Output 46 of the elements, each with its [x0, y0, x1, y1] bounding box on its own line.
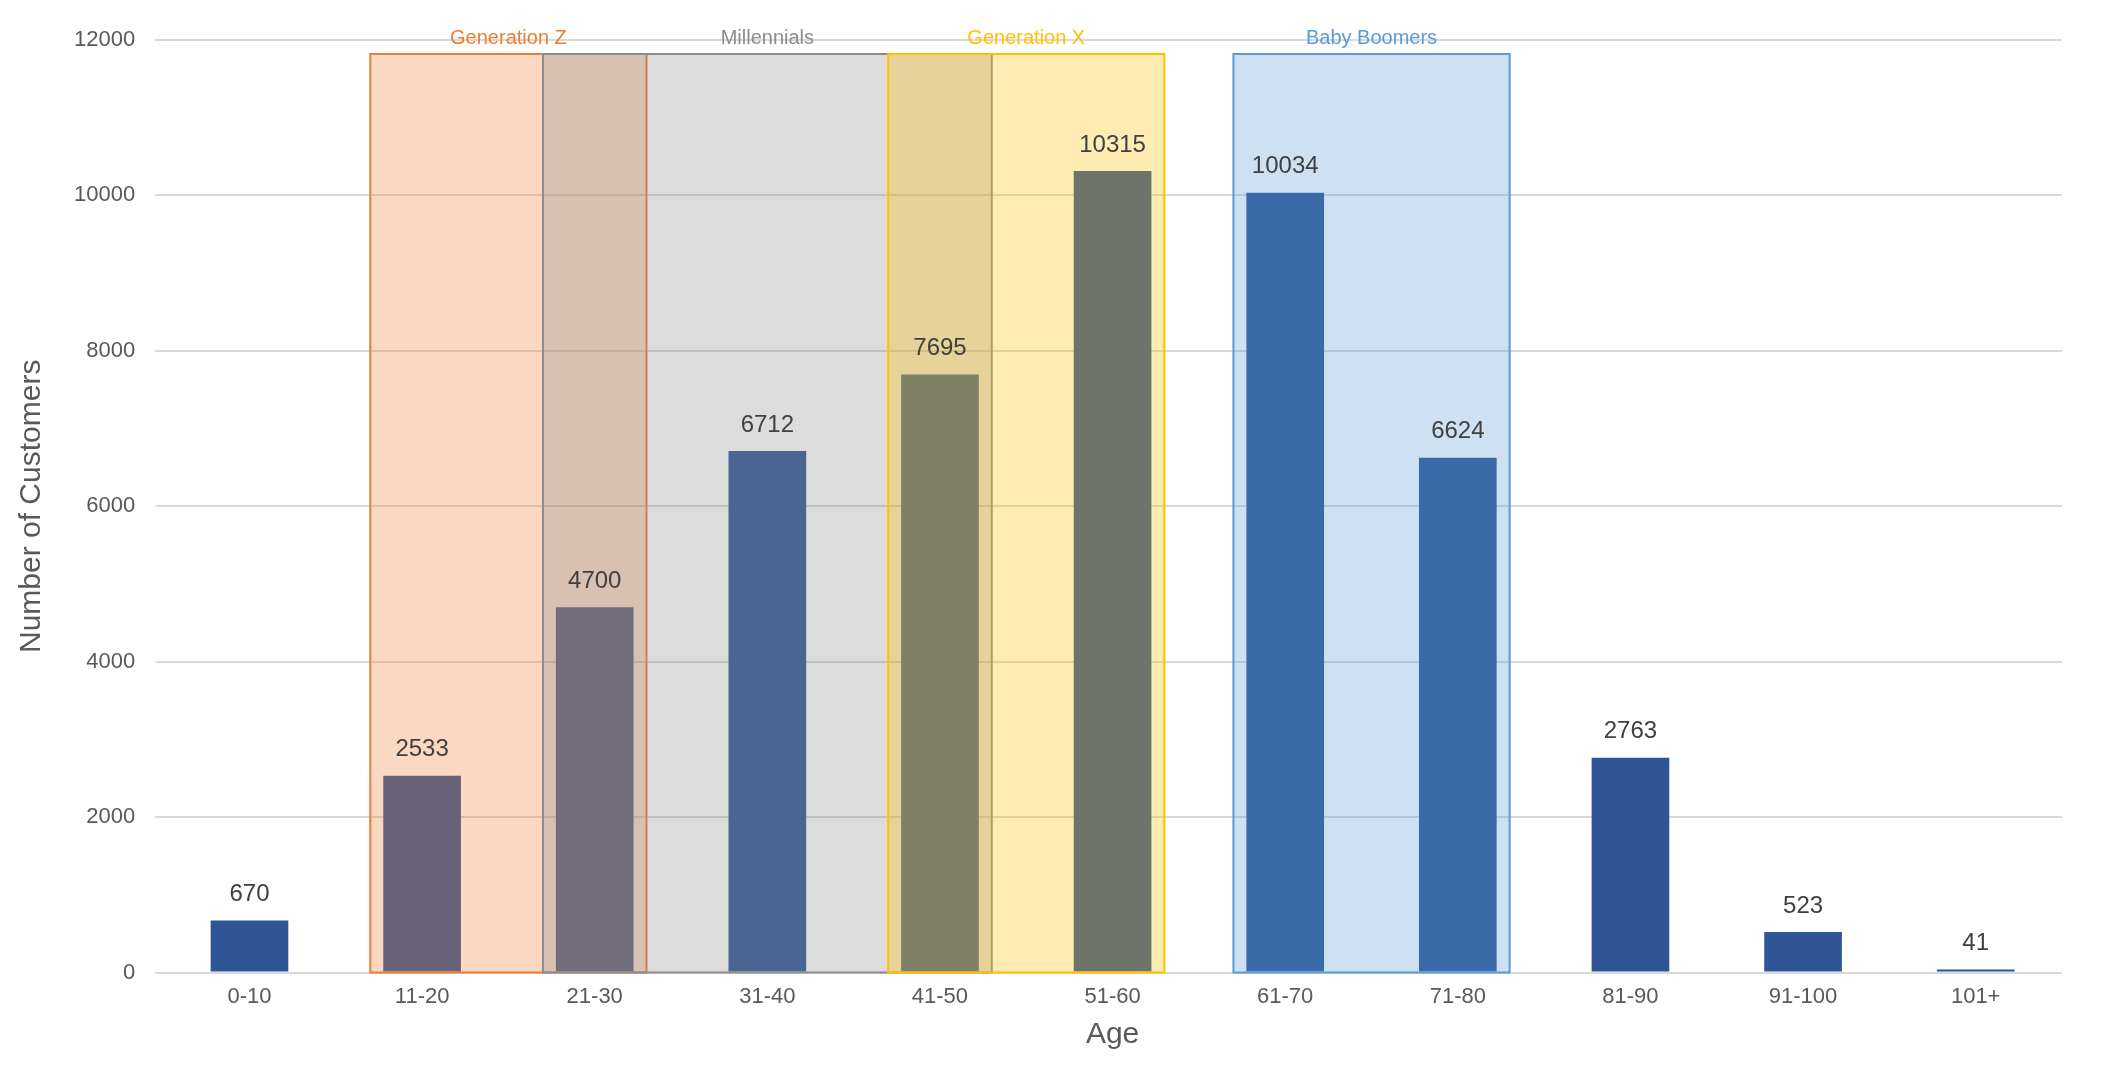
data-label: 2533 — [395, 734, 449, 762]
x-tick-label: 51-60 — [1084, 982, 1141, 1008]
x-tick-label: 81-90 — [1602, 982, 1659, 1008]
x-tick-label: 41-50 — [911, 982, 969, 1008]
bar — [555, 607, 634, 972]
data-label: 10315 — [1079, 129, 1146, 157]
band-label: Baby Boomers — [1305, 25, 1438, 48]
data-label: 7695 — [913, 333, 967, 361]
bar — [1936, 969, 2015, 972]
bar — [383, 775, 461, 972]
x-tick-label: 21-30 — [566, 982, 623, 1008]
y-tick-label: 2000 — [86, 803, 136, 829]
bar — [1418, 457, 1497, 972]
y-tick-label: 6000 — [86, 492, 136, 518]
data-label: 10034 — [1251, 151, 1319, 179]
data-label: 2763 — [1603, 716, 1658, 744]
bar — [728, 450, 807, 972]
y-axis-title: Number of Customers — [13, 359, 47, 654]
bar — [1764, 931, 1842, 972]
bar — [1591, 757, 1670, 972]
data-label: 6712 — [740, 409, 795, 437]
band-label: Generation Z — [450, 25, 567, 48]
x-tick-label: 61-70 — [1257, 982, 1314, 1008]
data-label: 4700 — [568, 565, 622, 593]
y-tick-label: 12000 — [73, 26, 136, 52]
bar — [901, 374, 979, 972]
x-tick-label: 91-100 — [1768, 982, 1838, 1008]
data-label: 523 — [1783, 890, 1824, 918]
data-label: 6624 — [1431, 416, 1485, 444]
x-tick-label: 0-10 — [227, 982, 272, 1008]
x-tick-label: 71-80 — [1429, 982, 1486, 1008]
band-label: Generation X — [967, 25, 1086, 48]
y-tick-label: 10000 — [73, 181, 136, 207]
x-axis-title: Age — [1085, 1016, 1140, 1050]
bar — [210, 920, 289, 972]
data-label: 41 — [1962, 928, 1990, 956]
bar — [1073, 170, 1152, 972]
y-tick-label: 4000 — [86, 647, 136, 673]
x-tick-label: 31-40 — [739, 982, 796, 1008]
y-tick-label: 0 — [122, 958, 136, 984]
x-tick-label: 11-20 — [394, 982, 450, 1008]
bar — [1246, 192, 1325, 972]
y-tick-label: 8000 — [86, 336, 136, 362]
band-label: Millennials — [720, 25, 815, 48]
data-label: 670 — [229, 879, 270, 907]
x-tick-label: 101+ — [1950, 982, 2001, 1008]
